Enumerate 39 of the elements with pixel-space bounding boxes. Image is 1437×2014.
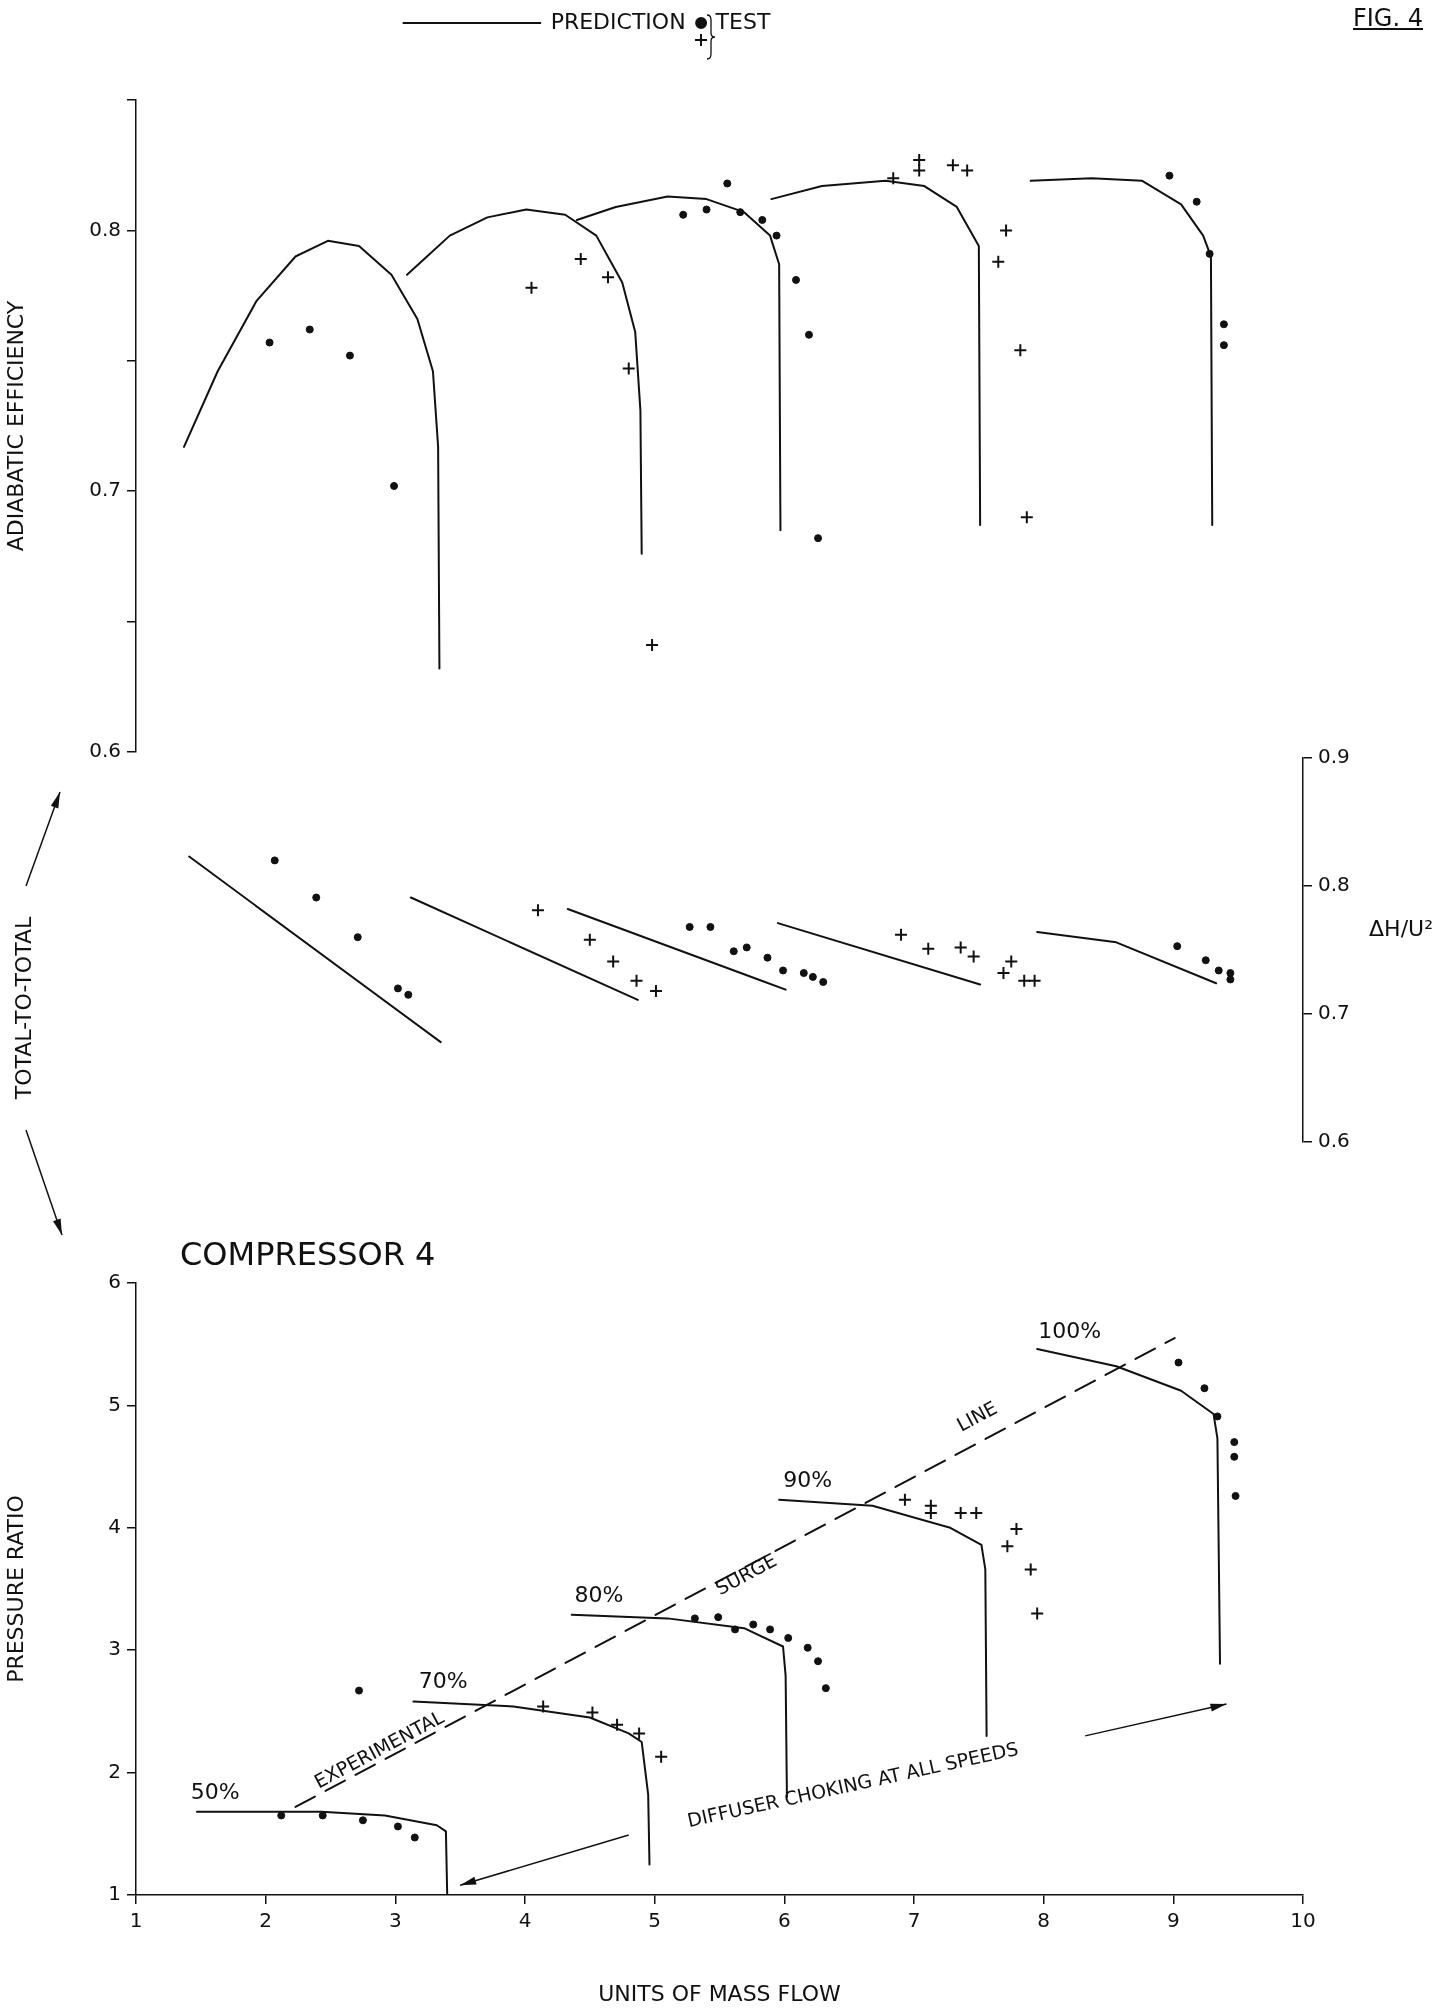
y2-tick-label: 0.6: [1318, 1128, 1350, 1153]
annotation: 80%: [574, 1582, 624, 1608]
y-tick-label: 0.8: [89, 216, 121, 241]
x-tick-label: 9: [1166, 1908, 1180, 1933]
y2-tick-label: 0.7: [1318, 1000, 1350, 1025]
annotation: 50%: [190, 1779, 240, 1805]
x-tick-label: 6: [777, 1908, 791, 1933]
y2-tick-label: 0.9: [1318, 744, 1350, 769]
legend-label: TEST: [714, 8, 771, 34]
y-tick-label: 5: [108, 1391, 121, 1416]
y-tick-label: 4: [108, 1514, 121, 1538]
y2-tick-label: 0.8: [1318, 872, 1350, 897]
x-tick-label: 1: [129, 1908, 143, 1933]
annotation: 90%: [783, 1467, 833, 1493]
text: TOTAL-TO-TOTAL: [10, 916, 36, 1100]
annotation: 70%: [418, 1667, 468, 1693]
x-tick-label: 4: [518, 1908, 532, 1933]
x-tick-label: 10: [1290, 1908, 1316, 1933]
y-tick-label: 6: [108, 1269, 121, 1294]
x-tick-label: 8: [1037, 1908, 1051, 1933]
y-tick-label: 1: [108, 1881, 121, 1906]
y-axis-title: PRESSURE RATIO: [2, 1495, 28, 1683]
x-axis-title: UNITS OF MASS FLOW: [598, 1980, 842, 2006]
x-tick-label: 3: [388, 1908, 402, 1933]
y2-axis-title: ΔH/U²: [1369, 915, 1433, 941]
x-tick-label: 5: [648, 1908, 662, 1933]
caption: FIG. 4: [1352, 4, 1423, 32]
annotation: DIFFUSER CHOKING AT ALL SPEEDS: [685, 1737, 1021, 1832]
annotation: LINE: [952, 1396, 1001, 1436]
y-tick-label: 0.6: [89, 738, 121, 763]
x-tick-label: 7: [907, 1908, 921, 1933]
legend-label: PREDICTION: [550, 8, 686, 34]
chart-title: COMPRESSOR 4: [180, 1235, 436, 1274]
y-tick-label: 2: [108, 1758, 121, 1783]
y-axis-title: ADIABATIC EFFICIENCY: [2, 300, 28, 552]
x-tick-label: 2: [259, 1908, 273, 1933]
y-tick-label: 0.7: [89, 477, 121, 502]
y-tick-label: 3: [108, 1636, 121, 1661]
annotation: 100%: [1038, 1317, 1102, 1343]
